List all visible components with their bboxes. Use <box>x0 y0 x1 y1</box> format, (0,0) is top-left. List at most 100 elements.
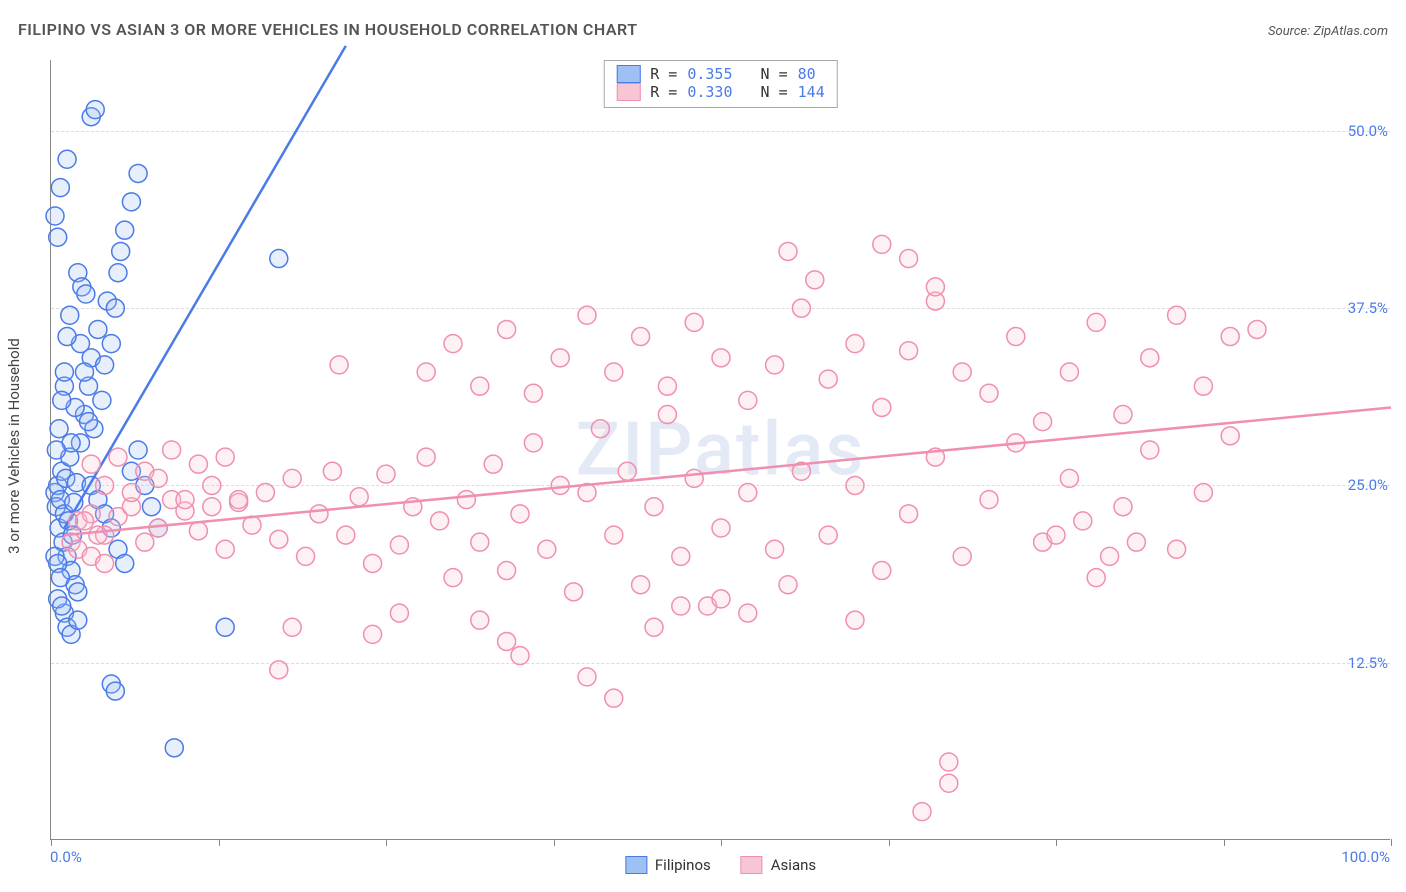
scatter-point-filipinos <box>55 363 73 381</box>
scatter-point-asians <box>1141 441 1159 459</box>
scatter-point-asians <box>270 530 288 548</box>
scatter-point-asians <box>310 505 328 523</box>
scatter-point-filipinos <box>58 150 76 168</box>
scatter-point-asians <box>900 250 918 268</box>
x-tick <box>721 839 722 846</box>
scatter-point-asians <box>1007 328 1025 346</box>
stat-n-label-2: N = <box>743 83 788 101</box>
chart-title: FILIPINO VS ASIAN 3 OR MORE VEHICLES IN … <box>18 20 638 39</box>
scatter-point-asians <box>431 512 449 530</box>
scatter-point-asians <box>444 335 462 353</box>
scatter-point-asians <box>806 271 824 289</box>
scatter-point-asians <box>940 774 958 792</box>
scatter-point-asians <box>672 597 690 615</box>
x-tick <box>1224 839 1225 846</box>
x-tick <box>1391 839 1392 846</box>
scatter-point-asians <box>89 526 107 544</box>
scatter-point-asians <box>283 618 301 636</box>
scatter-point-asians <box>1074 512 1092 530</box>
scatter-point-asians <box>766 540 784 558</box>
scatter-point-asians <box>980 491 998 509</box>
stat-r-label-1: R = <box>650 65 677 83</box>
scatter-point-asians <box>926 278 944 296</box>
stat-n-label-1: N = <box>743 65 788 83</box>
scatter-point-asians <box>1127 533 1145 551</box>
scatter-point-asians <box>819 370 837 388</box>
x-tick <box>386 839 387 846</box>
scatter-point-filipinos <box>89 320 107 338</box>
scatter-point-asians <box>524 384 542 402</box>
scatter-point-asians <box>632 328 650 346</box>
scatter-point-asians <box>1047 526 1065 544</box>
scatter-point-filipinos <box>53 391 71 409</box>
scatter-point-asians <box>417 363 435 381</box>
source-prefix: Source: <box>1268 24 1313 39</box>
x-axis-labels: 0.0% 100.0% <box>50 848 1390 866</box>
y-axis-title: 3 or more Vehicles in Household <box>5 338 23 554</box>
scatter-point-asians <box>538 540 556 558</box>
scatter-point-filipinos <box>116 554 134 572</box>
scatter-point-asians <box>685 469 703 487</box>
scatter-point-asians <box>189 522 207 540</box>
scatter-point-asians <box>1087 313 1105 331</box>
scatter-point-asians <box>645 498 663 516</box>
scatter-point-filipinos <box>106 299 124 317</box>
scatter-point-filipinos <box>112 242 130 260</box>
scatter-point-asians <box>1060 469 1078 487</box>
scatter-point-asians <box>471 611 489 629</box>
scatter-point-asians <box>1087 569 1105 587</box>
scatter-point-filipinos <box>216 618 234 636</box>
scatter-point-asians <box>551 476 569 494</box>
scatter-point-asians <box>658 406 676 424</box>
scatter-point-asians <box>1101 547 1119 565</box>
scatter-point-asians <box>565 583 583 601</box>
legend-stats: R = 0.355 N = 80 R = 0.330 N = 144 <box>603 60 838 108</box>
scatter-point-filipinos <box>51 179 69 197</box>
scatter-point-asians <box>578 668 596 686</box>
scatter-point-asians <box>900 342 918 360</box>
scatter-point-asians <box>270 661 288 679</box>
scatter-point-filipinos <box>61 306 79 324</box>
scatter-point-filipinos <box>270 250 288 268</box>
scatter-point-asians <box>377 465 395 483</box>
scatter-point-asians <box>216 448 234 466</box>
scatter-point-asians <box>846 476 864 494</box>
scatter-point-asians <box>739 484 757 502</box>
scatter-point-filipinos <box>77 285 95 303</box>
scatter-point-asians <box>203 476 221 494</box>
scatter-point-filipinos <box>58 328 76 346</box>
scatter-point-asians <box>511 505 529 523</box>
scatter-point-asians <box>846 335 864 353</box>
scatter-point-filipinos <box>116 221 134 239</box>
scatter-point-filipinos <box>93 391 111 409</box>
scatter-point-asians <box>1060 363 1078 381</box>
scatter-point-asians <box>1221 427 1239 445</box>
scatter-point-asians <box>739 604 757 622</box>
scatter-point-asians <box>578 306 596 324</box>
scatter-point-filipinos <box>46 207 64 225</box>
scatter-point-filipinos <box>76 363 94 381</box>
stat-n-value-1: 80 <box>798 65 816 83</box>
scatter-point-asians <box>712 349 730 367</box>
stat-r-value-1: 0.355 <box>687 65 732 83</box>
source-label: Source: ZipAtlas.com <box>1268 24 1388 39</box>
scatter-point-asians <box>149 519 167 537</box>
scatter-point-asians <box>873 562 891 580</box>
scatter-point-asians <box>417 448 435 466</box>
scatter-point-filipinos <box>102 335 120 353</box>
stat-r-value-2: 0.330 <box>687 83 732 101</box>
scatter-point-asians <box>1194 377 1212 395</box>
scatter-point-asians <box>940 753 958 771</box>
plot-area: ZIPatlas 12.5%25.0%37.5%50.0% R = 0.355 … <box>50 60 1390 840</box>
scatter-point-asians <box>632 576 650 594</box>
legend-stats-row-2: R = 0.330 N = 144 <box>616 83 825 101</box>
scatter-point-filipinos <box>69 583 87 601</box>
trendline-filipinos <box>64 46 345 528</box>
scatter-point-asians <box>779 242 797 260</box>
scatter-point-asians <box>471 533 489 551</box>
scatter-point-filipinos <box>50 420 68 438</box>
scatter-point-asians <box>658 377 676 395</box>
scatter-point-filipinos <box>47 441 65 459</box>
scatter-point-asians <box>1194 484 1212 502</box>
scatter-point-filipinos <box>86 101 104 119</box>
